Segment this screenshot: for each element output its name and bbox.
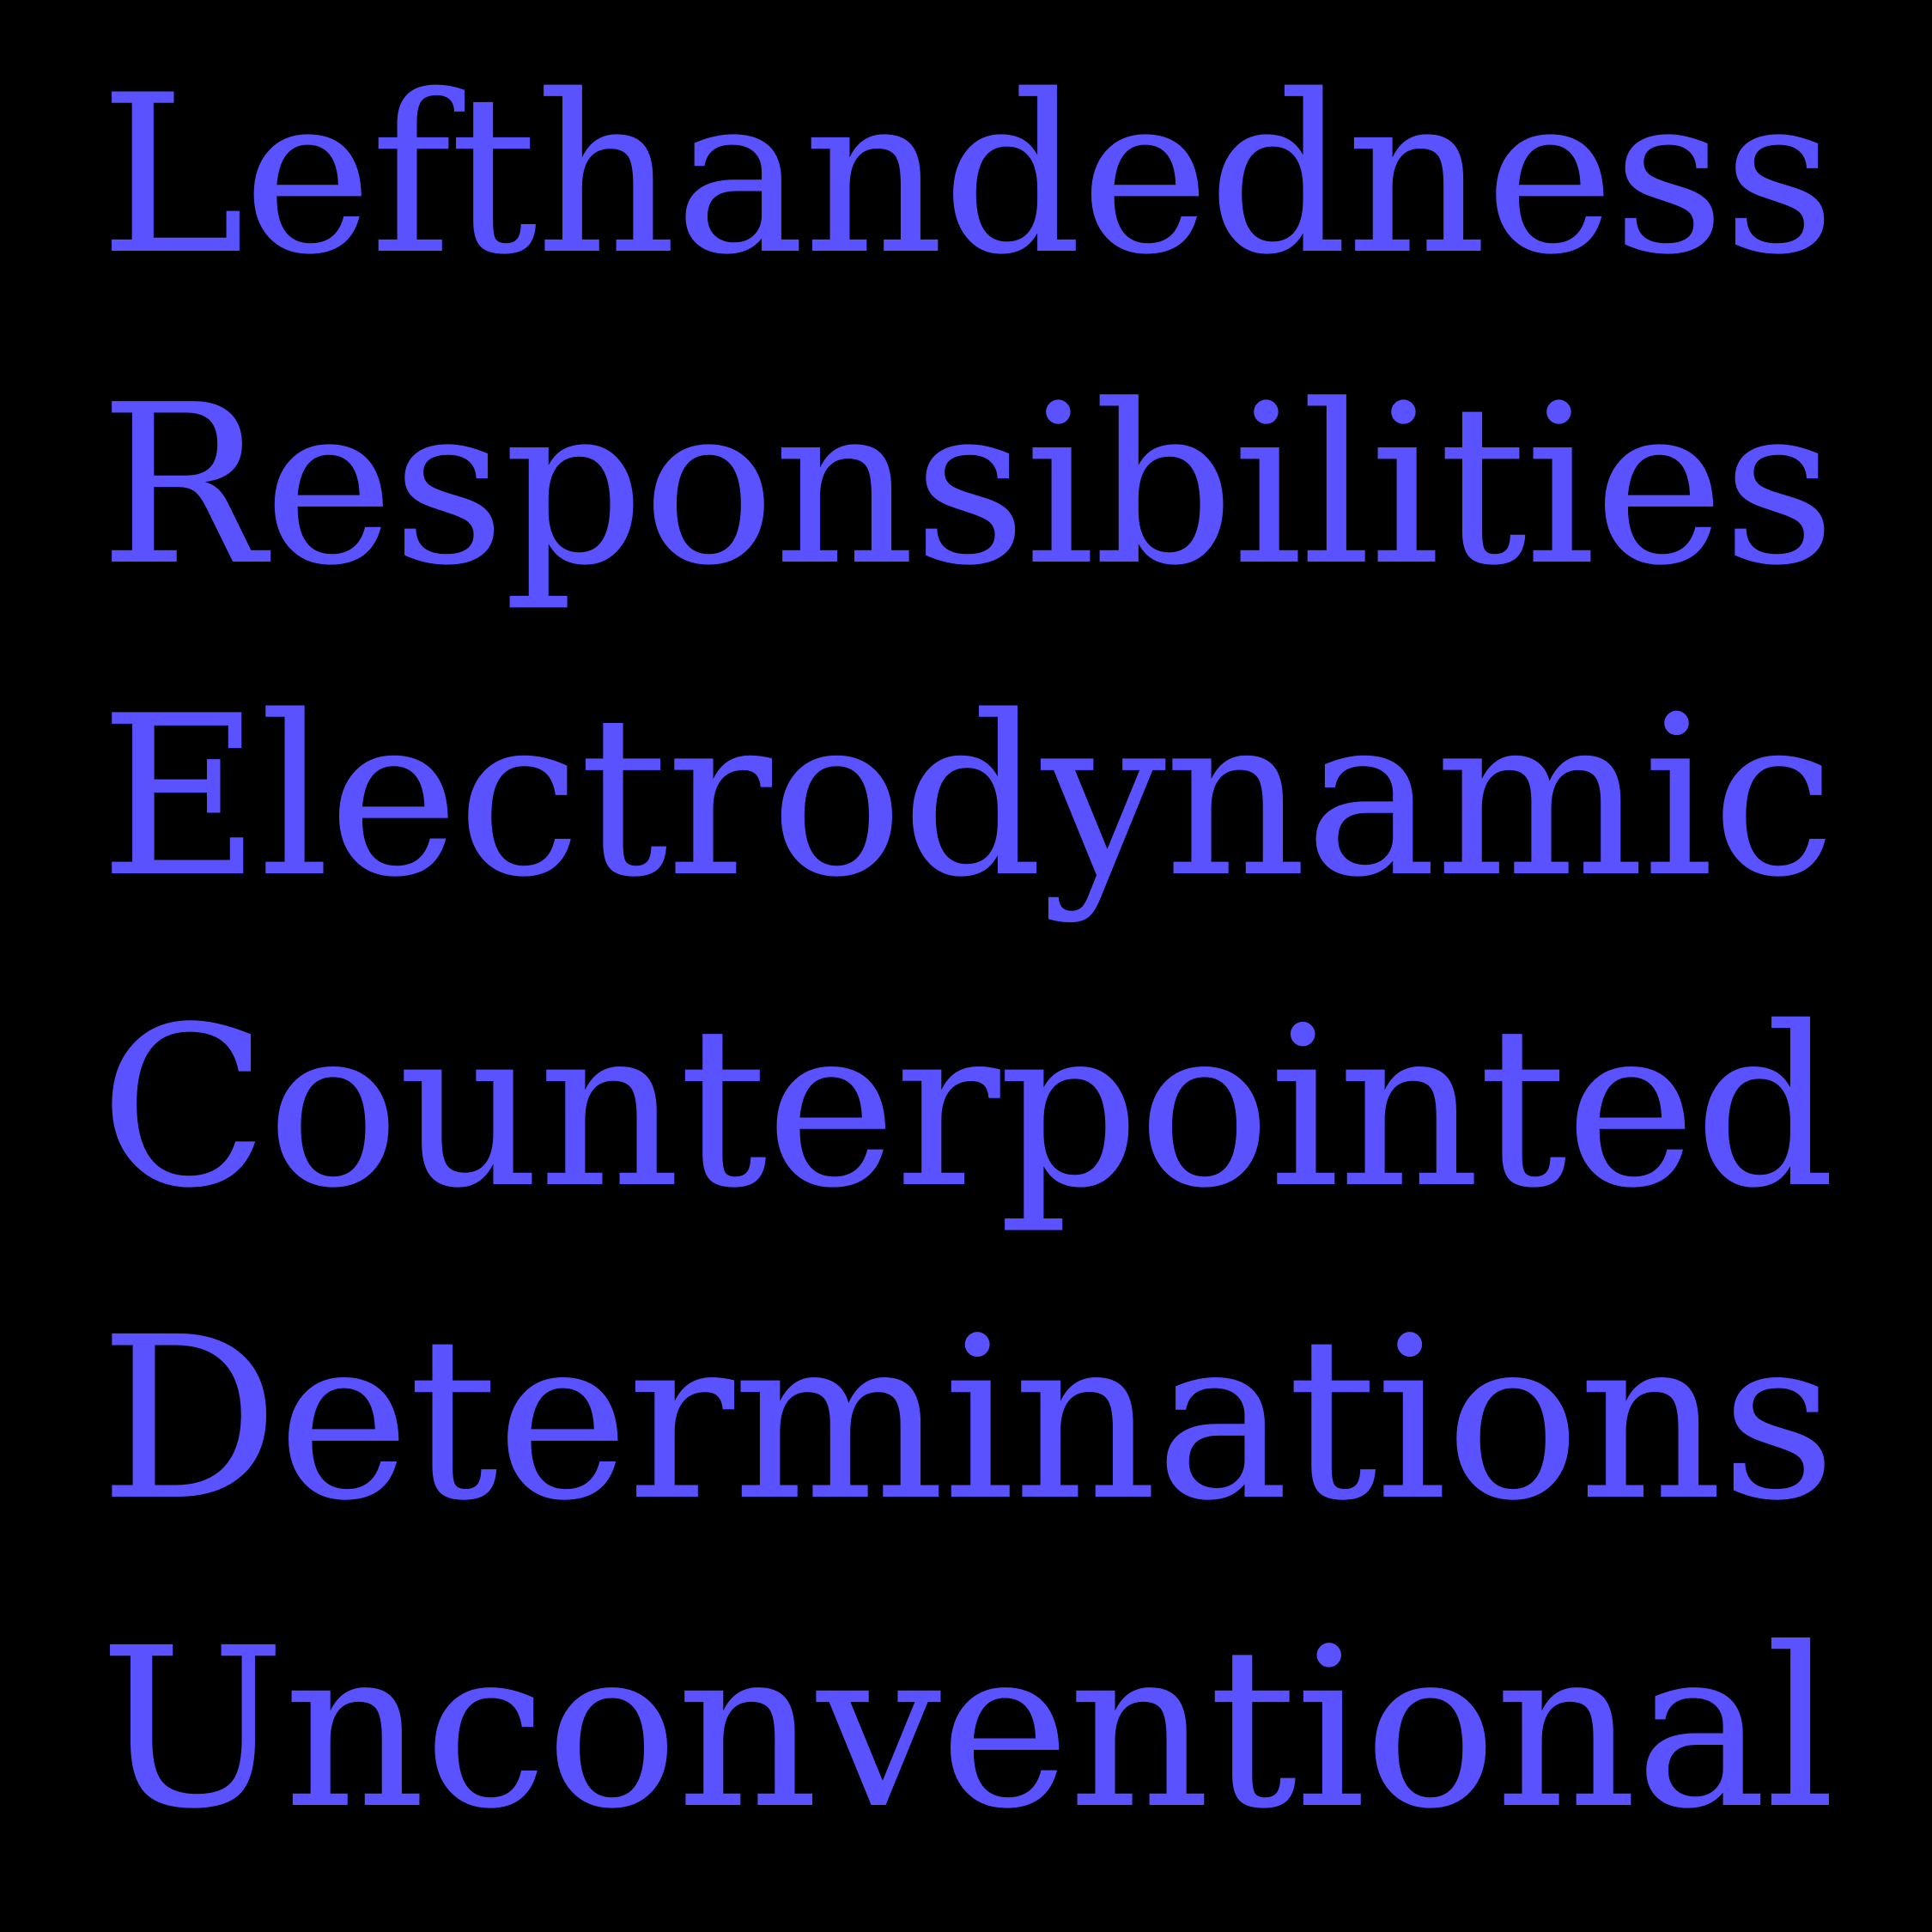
word-6: Unconventional (100, 1601, 1836, 1857)
word-4: Counterpointed (100, 979, 1836, 1236)
word-3: Electrodynamic (100, 668, 1836, 926)
word-5: Determinations (100, 1290, 1836, 1550)
word-1: Lefthandedness (100, 49, 1835, 303)
word-2: Responsibilities (100, 358, 1836, 614)
